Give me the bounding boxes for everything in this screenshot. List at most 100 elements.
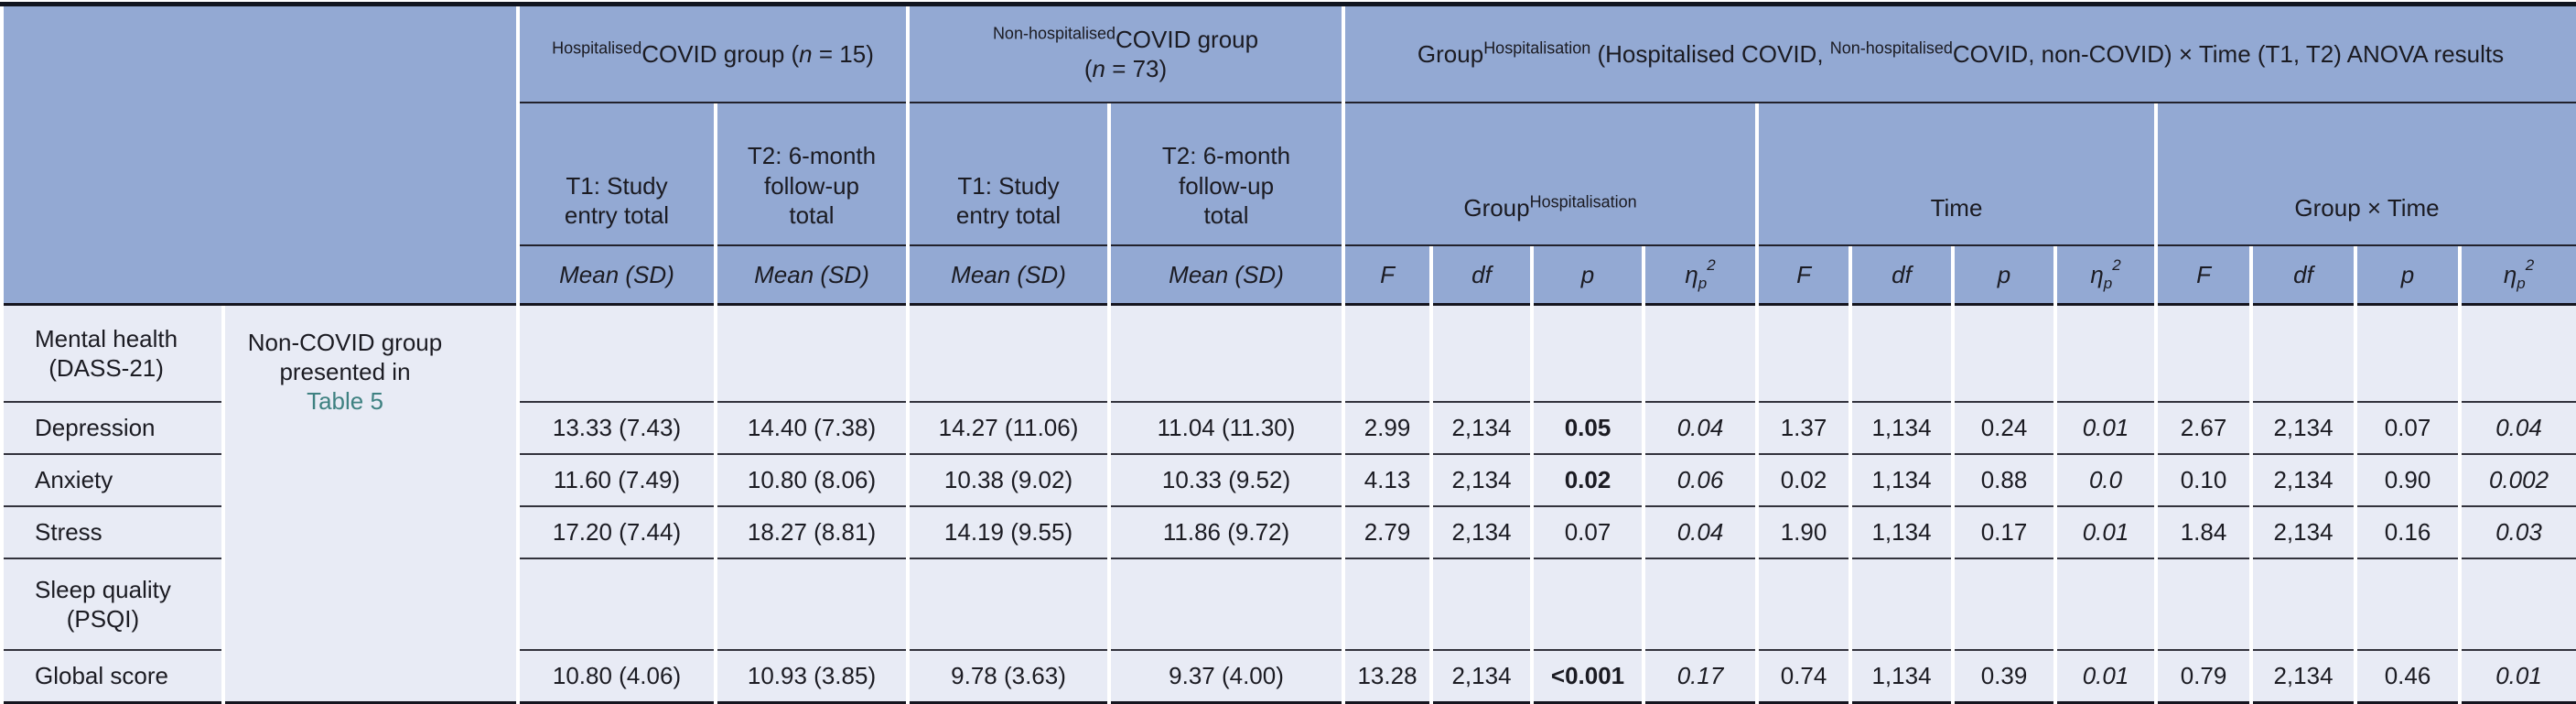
p-header: p: [1534, 246, 1643, 306]
cell: [520, 559, 714, 651]
cell: [2158, 306, 2250, 403]
sd-italic: SD: [1243, 260, 1277, 288]
t1-study-entry-header-hosp: T1: Study entry total: [520, 103, 714, 246]
cell: 2,134: [2253, 507, 2355, 559]
non-covid-note-cell: Non-COVID group presented in Table 5: [225, 306, 516, 704]
cell: [1955, 559, 2054, 651]
row-label: Depression: [4, 403, 221, 455]
eta-symbol: η: [2090, 260, 2104, 288]
mean-text: Mean (: [559, 260, 634, 288]
cell: 9.37 (4.00): [1111, 651, 1342, 704]
cell: 9.78 (3.63): [910, 651, 1108, 704]
group-header-text: COVID group: [1116, 25, 1259, 53]
cell: [1852, 306, 1952, 403]
cell: 2.67: [2158, 403, 2250, 455]
mean-text: ): [1058, 260, 1066, 288]
cell: [1645, 559, 1756, 651]
cell: 11.60 (7.49): [520, 455, 714, 507]
cell: 0.79: [2158, 651, 2250, 704]
cell: 2,134: [1433, 403, 1531, 455]
cell: [2158, 559, 2250, 651]
cell: 17.20 (7.44): [520, 507, 714, 559]
cell: 0.01: [2057, 651, 2155, 704]
cell: 0.0: [2057, 455, 2155, 507]
cell: 11.86 (9.72): [1111, 507, 1342, 559]
row-label: Stress: [4, 507, 221, 559]
cell: 0.04: [1645, 507, 1756, 559]
cell: [2057, 306, 2155, 403]
cell: 10.33 (9.52): [1111, 455, 1342, 507]
cell: 2,134: [1433, 455, 1531, 507]
cell: 0.90: [2357, 455, 2459, 507]
cell: 2,134: [2253, 651, 2355, 704]
row-label: Global score: [4, 651, 221, 704]
t2-followup-header-hosp: T2: 6-month follow-up total: [717, 103, 907, 246]
mean-sd-header: Mean (SD): [717, 246, 907, 306]
cell: 0.24: [1955, 403, 2054, 455]
hospitalisation-superscript: Hospitalisation: [1529, 192, 1637, 211]
cell: 0.07: [2357, 403, 2459, 455]
anova-header-text: (Hospitalised COVID,: [1590, 39, 1830, 68]
sd-italic: SD: [1025, 260, 1059, 288]
cell: 0.01: [2057, 403, 2155, 455]
non-hospitalised-superscript: Non-hospitalised: [992, 24, 1116, 43]
cell: [2462, 306, 2576, 403]
cell: 0.10: [2158, 455, 2250, 507]
cell: 0.88: [1955, 455, 2054, 507]
cell: 14.40 (7.38): [717, 403, 907, 455]
cell: 0.17: [1645, 651, 1756, 704]
cell: 0.02: [1759, 455, 1849, 507]
mean-text: Mean (: [1169, 260, 1244, 288]
cell: 2,134: [2253, 403, 2355, 455]
cell: 11.04 (11.30): [1111, 403, 1342, 455]
cell: 10.93 (3.85): [717, 651, 907, 704]
cell: 0.17: [1955, 507, 2054, 559]
header-subgroup-row: T1: Study entry total T2: 6-month follow…: [4, 103, 2576, 246]
anova-header-text: COVID, non-COVID) × Time (T1, T2) ANOVA …: [1952, 39, 2505, 68]
cell: [1345, 306, 1430, 403]
table-5-link[interactable]: Table 5: [307, 387, 383, 416]
table-row-sleep-quality: Sleep quality (PSQI): [4, 559, 2576, 651]
df-header: df: [2253, 246, 2355, 306]
cell: 13.33 (7.43): [520, 403, 714, 455]
group-header-tail: = 15): [812, 39, 874, 68]
cell: [2253, 559, 2355, 651]
sd-italic: SD: [633, 260, 667, 288]
cell: [1433, 559, 1531, 651]
cell: 0.74: [1759, 651, 1849, 704]
mean-sd-header: Mean (SD): [520, 246, 714, 306]
cell: 0.02: [1534, 455, 1643, 507]
mean-text: ): [1276, 260, 1284, 288]
eta-exponent: 2: [2112, 256, 2121, 275]
cell: [1534, 559, 1643, 651]
cell: 1.84: [2158, 507, 2250, 559]
sd-italic: SD: [828, 260, 862, 288]
header-stat-row: Mean (SD) Mean (SD) Mean (SD) Mean (SD) …: [4, 246, 2576, 306]
cell: [2462, 559, 2576, 651]
cell: <0.001: [1534, 651, 1643, 704]
cell: 0.07: [1534, 507, 1643, 559]
cell: 1.90: [1759, 507, 1849, 559]
eta-symbol: η: [2503, 260, 2517, 288]
cell: 0.04: [1645, 403, 1756, 455]
cell: [1955, 306, 2054, 403]
t2-followup-header-nonhosp: T2: 6-month follow-up total: [1111, 103, 1342, 246]
anova-results-table: HospitalisedCOVID group (n = 15) Non-hos…: [0, 6, 2576, 704]
cell: 2,134: [1433, 651, 1531, 704]
cell: 2.99: [1345, 403, 1430, 455]
cell: [1345, 559, 1430, 651]
header-blank-cell: [4, 6, 516, 306]
cell: 14.27 (11.06): [910, 403, 1108, 455]
eta-subscript: p: [1698, 275, 1708, 293]
cell: 0.03: [2462, 507, 2576, 559]
group-header-paren: (: [1083, 55, 1093, 82]
t1-study-entry-header-nonhosp: T1: Study entry total: [910, 103, 1108, 246]
n-italic: n: [799, 39, 813, 68]
table-row-mental-health: Mental health (DASS-21) Non-COVID group …: [4, 306, 2576, 704]
cell: 0.06: [1645, 455, 1756, 507]
cell: 0.01: [2462, 651, 2576, 704]
cell: 0.39: [1955, 651, 2054, 704]
cell: [2253, 306, 2355, 403]
non-hospitalised-superscript: Non-hospitalised: [1829, 38, 1953, 58]
hospitalisation-superscript: Hospitalisation: [1483, 38, 1591, 58]
